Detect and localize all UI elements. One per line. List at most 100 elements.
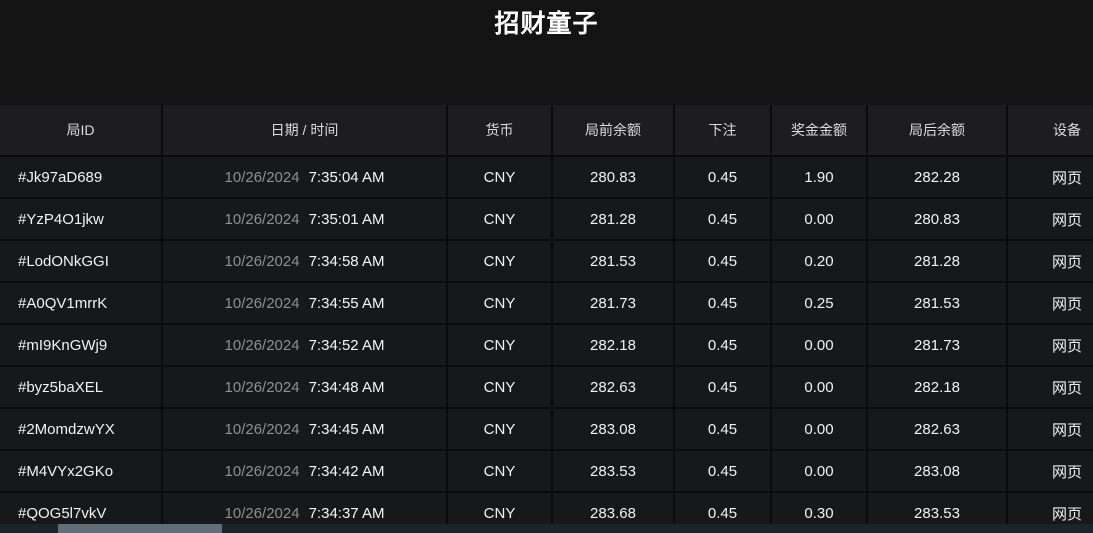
cell-currency: CNY bbox=[448, 325, 553, 365]
cell-datetime: 10/26/2024 7:34:48 AM bbox=[163, 367, 448, 407]
cell-currency: CNY bbox=[448, 241, 553, 281]
time-text: 7:34:42 AM bbox=[308, 462, 385, 480]
cell-round-id: #M4VYx2GKo bbox=[0, 451, 163, 491]
table-row: #mI9KnGWj9 10/26/2024 7:34:52 AM CNY 282… bbox=[0, 325, 1093, 365]
cell-win-amount: 0.00 bbox=[772, 199, 868, 239]
cell-currency: CNY bbox=[448, 409, 553, 449]
header-balance-after: 局后余额 bbox=[868, 105, 1008, 155]
cell-balance-before: 281.28 bbox=[553, 199, 675, 239]
cell-currency: CNY bbox=[448, 451, 553, 491]
cell-win-amount: 0.00 bbox=[772, 451, 868, 491]
cell-currency: CNY bbox=[448, 367, 553, 407]
time-text: 7:34:55 AM bbox=[308, 294, 385, 312]
header-bet: 下注 bbox=[675, 105, 772, 155]
table-row: #LodONkGGI 10/26/2024 7:34:58 AM CNY 281… bbox=[0, 241, 1093, 281]
cell-balance-after: 281.53 bbox=[868, 283, 1008, 323]
header-win-amount: 奖金金额 bbox=[772, 105, 868, 155]
date-text: 10/26/2024 bbox=[224, 504, 300, 522]
time-text: 7:35:01 AM bbox=[308, 210, 385, 228]
header-datetime: 日期 / 时间 bbox=[163, 105, 448, 155]
time-text: 7:35:04 AM bbox=[308, 168, 385, 186]
horizontal-scrollbar-thumb[interactable] bbox=[58, 524, 222, 533]
cell-device: 网页 bbox=[1008, 409, 1093, 449]
date-text: 10/26/2024 bbox=[224, 378, 300, 396]
time-text: 7:34:48 AM bbox=[308, 378, 385, 396]
cell-balance-before: 282.18 bbox=[553, 325, 675, 365]
time-text: 7:34:37 AM bbox=[308, 504, 385, 522]
cell-win-amount: 0.25 bbox=[772, 283, 868, 323]
cell-win-amount: 0.00 bbox=[772, 409, 868, 449]
cell-balance-after: 280.83 bbox=[868, 199, 1008, 239]
time-text: 7:34:45 AM bbox=[308, 420, 385, 438]
cell-balance-before: 280.83 bbox=[553, 157, 675, 197]
cell-datetime: 10/26/2024 7:35:01 AM bbox=[163, 199, 448, 239]
table-body: #Jk97aD689 10/26/2024 7:35:04 AM CNY 280… bbox=[0, 157, 1093, 533]
cell-round-id: #2MomdzwYX bbox=[0, 409, 163, 449]
header-balance-before: 局前余额 bbox=[553, 105, 675, 155]
cell-balance-before: 281.53 bbox=[553, 241, 675, 281]
cell-balance-after: 281.28 bbox=[868, 241, 1008, 281]
time-text: 7:34:58 AM bbox=[308, 252, 385, 270]
cell-bet: 0.45 bbox=[675, 241, 772, 281]
header-currency: 货币 bbox=[448, 105, 553, 155]
table-row: #Jk97aD689 10/26/2024 7:35:04 AM CNY 280… bbox=[0, 157, 1093, 197]
game-history-table: 局ID 日期 / 时间 货币 局前余额 下注 奖金金额 局后余额 设备 #Jk9… bbox=[0, 105, 1093, 533]
cell-round-id: #mI9KnGWj9 bbox=[0, 325, 163, 365]
cell-round-id: #YzP4O1jkw bbox=[0, 199, 163, 239]
horizontal-scrollbar[interactable] bbox=[0, 524, 1093, 533]
cell-balance-after: 282.63 bbox=[868, 409, 1008, 449]
cell-device: 网页 bbox=[1008, 199, 1093, 239]
cell-balance-before: 283.08 bbox=[553, 409, 675, 449]
cell-currency: CNY bbox=[448, 199, 553, 239]
cell-round-id: #LodONkGGI bbox=[0, 241, 163, 281]
cell-device: 网页 bbox=[1008, 367, 1093, 407]
cell-bet: 0.45 bbox=[675, 157, 772, 197]
cell-balance-after: 282.18 bbox=[868, 367, 1008, 407]
date-text: 10/26/2024 bbox=[224, 336, 300, 354]
cell-win-amount: 0.00 bbox=[772, 325, 868, 365]
date-text: 10/26/2024 bbox=[224, 210, 300, 228]
cell-device: 网页 bbox=[1008, 241, 1093, 281]
cell-bet: 0.45 bbox=[675, 409, 772, 449]
cell-round-id: #A0QV1mrrK bbox=[0, 283, 163, 323]
cell-balance-after: 282.28 bbox=[868, 157, 1008, 197]
cell-round-id: #byz5baXEL bbox=[0, 367, 163, 407]
cell-balance-before: 282.63 bbox=[553, 367, 675, 407]
cell-win-amount: 0.00 bbox=[772, 367, 868, 407]
table-row: #2MomdzwYX 10/26/2024 7:34:45 AM CNY 283… bbox=[0, 409, 1093, 449]
cell-datetime: 10/26/2024 7:34:58 AM bbox=[163, 241, 448, 281]
date-text: 10/26/2024 bbox=[224, 420, 300, 438]
header-round-id: 局ID bbox=[0, 105, 163, 155]
cell-device: 网页 bbox=[1008, 325, 1093, 365]
date-text: 10/26/2024 bbox=[224, 252, 300, 270]
page-title: 招财童子 bbox=[494, 10, 599, 38]
cell-round-id: #Jk97aD689 bbox=[0, 157, 163, 197]
cell-device: 网页 bbox=[1008, 451, 1093, 491]
cell-datetime: 10/26/2024 7:35:04 AM bbox=[163, 157, 448, 197]
cell-bet: 0.45 bbox=[675, 199, 772, 239]
cell-balance-before: 283.53 bbox=[553, 451, 675, 491]
date-text: 10/26/2024 bbox=[224, 294, 300, 312]
cell-bet: 0.45 bbox=[675, 451, 772, 491]
cell-bet: 0.45 bbox=[675, 283, 772, 323]
cell-win-amount: 1.90 bbox=[772, 157, 868, 197]
date-text: 10/26/2024 bbox=[224, 462, 300, 480]
cell-device: 网页 bbox=[1008, 157, 1093, 197]
cell-balance-before: 281.73 bbox=[553, 283, 675, 323]
cell-bet: 0.45 bbox=[675, 367, 772, 407]
cell-balance-after: 281.73 bbox=[868, 325, 1008, 365]
date-text: 10/26/2024 bbox=[224, 168, 300, 186]
cell-datetime: 10/26/2024 7:34:45 AM bbox=[163, 409, 448, 449]
table-row: #M4VYx2GKo 10/26/2024 7:34:42 AM CNY 283… bbox=[0, 451, 1093, 491]
time-text: 7:34:52 AM bbox=[308, 336, 385, 354]
cell-currency: CNY bbox=[448, 283, 553, 323]
cell-datetime: 10/26/2024 7:34:42 AM bbox=[163, 451, 448, 491]
table-row: #byz5baXEL 10/26/2024 7:34:48 AM CNY 282… bbox=[0, 367, 1093, 407]
table-row: #A0QV1mrrK 10/26/2024 7:34:55 AM CNY 281… bbox=[0, 283, 1093, 323]
table-row: #YzP4O1jkw 10/26/2024 7:35:01 AM CNY 281… bbox=[0, 199, 1093, 239]
cell-currency: CNY bbox=[448, 157, 553, 197]
cell-datetime: 10/26/2024 7:34:52 AM bbox=[163, 325, 448, 365]
cell-win-amount: 0.20 bbox=[772, 241, 868, 281]
cell-bet: 0.45 bbox=[675, 325, 772, 365]
cell-balance-after: 283.08 bbox=[868, 451, 1008, 491]
